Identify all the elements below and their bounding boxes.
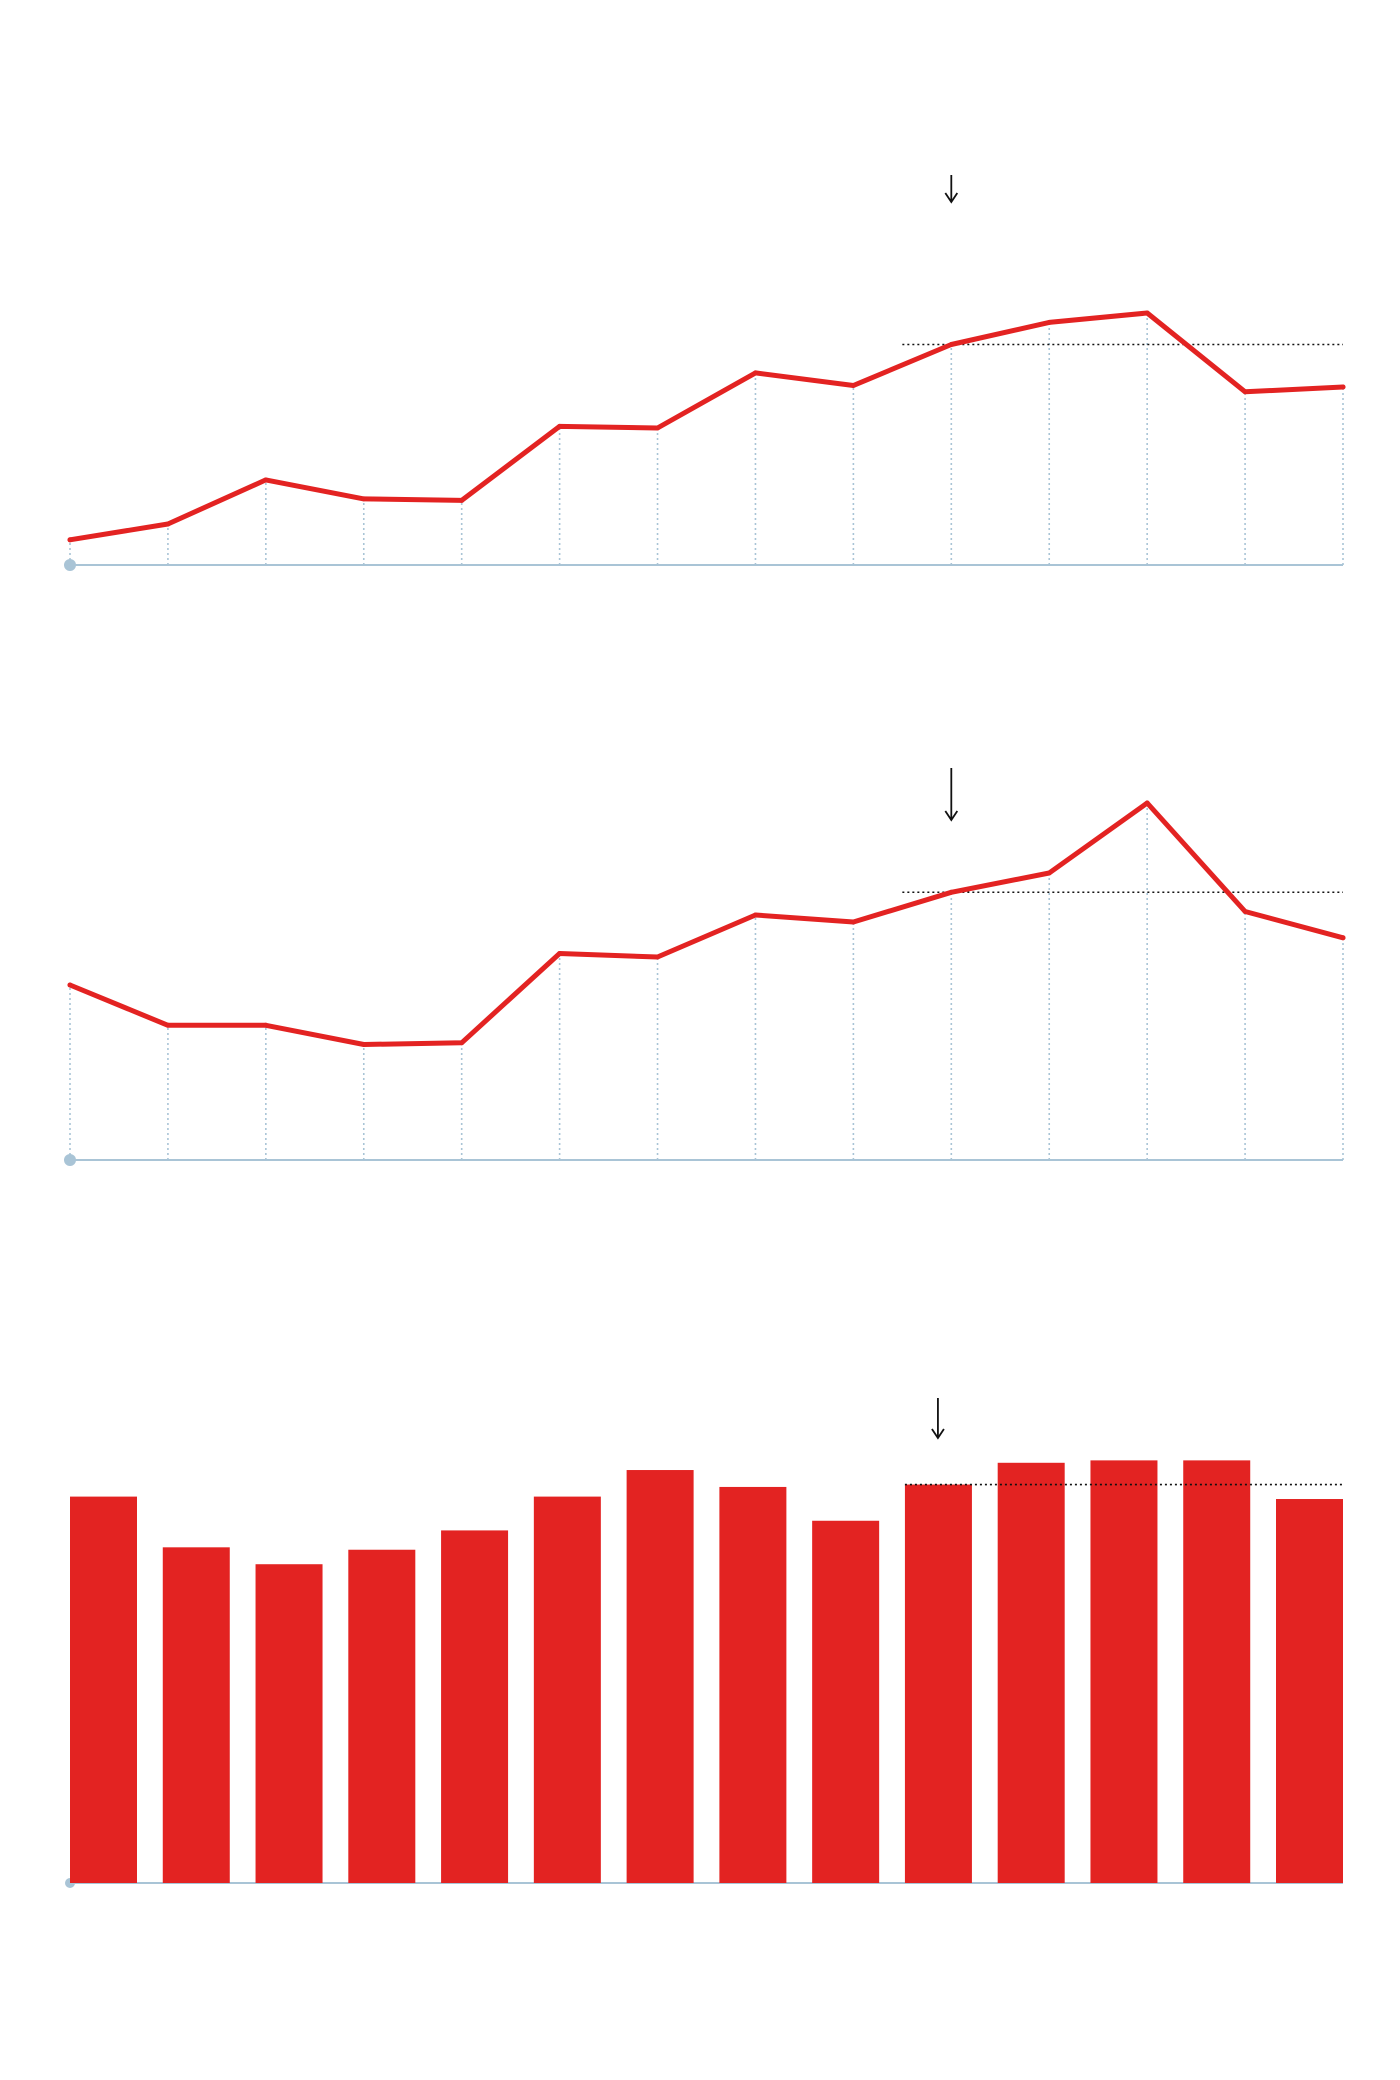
data-point xyxy=(67,982,73,988)
bar-chart-bottom xyxy=(65,1398,1343,1888)
data-point xyxy=(361,1042,367,1047)
down-arrow-icon xyxy=(931,1398,945,1440)
bar xyxy=(997,1462,1065,1883)
line-chart-middle xyxy=(64,768,1346,1166)
data-point xyxy=(752,370,758,376)
data-point xyxy=(67,537,73,543)
data-point xyxy=(1340,384,1346,390)
bar xyxy=(626,1470,694,1883)
data-point xyxy=(850,919,856,925)
data-point xyxy=(1340,935,1346,941)
bar xyxy=(441,1530,509,1883)
bar xyxy=(719,1486,787,1883)
data-point xyxy=(557,951,563,956)
data-point xyxy=(1046,319,1052,325)
data-point xyxy=(752,912,758,918)
data-point xyxy=(655,425,661,431)
bar xyxy=(348,1549,416,1883)
data-point xyxy=(948,889,954,895)
bar xyxy=(162,1547,230,1883)
series-line xyxy=(67,800,1346,1047)
data-point xyxy=(557,423,563,429)
data-point xyxy=(850,382,856,388)
data-point xyxy=(165,521,171,527)
data-point xyxy=(1046,870,1052,876)
bar xyxy=(1183,1460,1251,1883)
bar xyxy=(1090,1460,1158,1883)
data-point xyxy=(263,1022,269,1028)
data-point xyxy=(263,477,269,483)
data-point xyxy=(459,1040,465,1046)
data-point xyxy=(948,342,954,347)
bar xyxy=(904,1484,972,1883)
data-point xyxy=(1144,310,1150,316)
bar xyxy=(533,1496,601,1883)
down-arrow-head xyxy=(944,192,959,204)
down-arrow-icon xyxy=(944,768,959,822)
bar xyxy=(1276,1499,1343,1883)
origin-dot xyxy=(64,559,76,571)
line-chart-top xyxy=(64,175,1346,571)
data-point xyxy=(1242,389,1248,395)
bar xyxy=(812,1520,880,1883)
data-point xyxy=(655,954,661,960)
data-point xyxy=(1242,909,1248,914)
data-point xyxy=(361,496,367,502)
bar xyxy=(70,1496,137,1883)
data-point xyxy=(1144,800,1150,806)
bar xyxy=(255,1564,323,1883)
origin-dot xyxy=(64,1154,76,1166)
down-arrow-icon xyxy=(944,175,959,204)
down-arrow-head xyxy=(931,1428,945,1440)
down-arrow-head xyxy=(944,810,959,822)
series-line xyxy=(67,310,1346,543)
data-point xyxy=(459,497,465,503)
data-point xyxy=(165,1022,171,1028)
